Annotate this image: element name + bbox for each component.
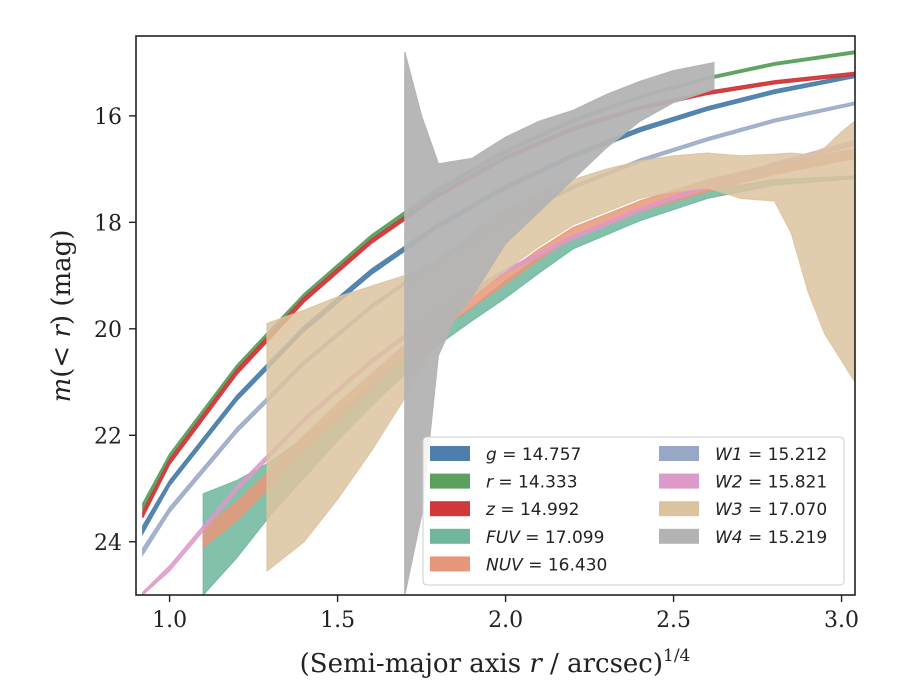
y-axis-ticks: 16 18 20 22 24: [94, 105, 136, 556]
series-layer: [142, 50, 855, 595]
legend-band-name: FUV: [486, 528, 521, 548]
x-tick-label: 2.0: [488, 608, 523, 633]
legend-band-name: r: [486, 473, 494, 493]
legend-label: W1 = 15.212: [715, 445, 827, 465]
legend-frame: [422, 436, 845, 586]
y-axis-label-r: r: [47, 324, 77, 338]
legend-band-name: W2: [715, 473, 743, 493]
legend-label: W4 = 15.219: [715, 528, 827, 548]
y-axis-label: m(< r) (mag): [47, 230, 77, 403]
x-tick-label: 1.5: [320, 608, 355, 633]
legend-label: NUV = 16.430: [486, 555, 607, 575]
legend-item-g: g = 14.757: [430, 445, 581, 465]
legend-swatch: [430, 556, 470, 572]
y-axis-label-open: (: [47, 368, 77, 378]
plot-frame: [135, 35, 856, 596]
legend-band-value: = 16.430: [523, 555, 608, 575]
legend-item-r: r = 14.333: [430, 473, 578, 493]
x-axis-label-rest: / arcsec): [542, 649, 663, 679]
legend-label: W2 = 15.821: [715, 473, 827, 493]
y-axis-label-m: m: [47, 378, 77, 403]
x-axis-ticks: 1.0 1.5 2.0 2.5 3.0: [152, 595, 859, 633]
y-axis-label-lt: <: [47, 338, 77, 368]
legend-item-fuv: FUV = 17.099: [430, 528, 604, 548]
y-tick-label: 20: [94, 318, 122, 343]
x-tick-label: 1.0: [152, 608, 187, 633]
x-tick-label: 3.0: [824, 608, 859, 633]
legend-band-name: W1: [715, 445, 743, 465]
legend-band-name: NUV: [486, 555, 524, 575]
x-axis-label-exponent: 1/4: [663, 646, 690, 666]
legend-swatch: [430, 446, 470, 461]
legend-item-w3: W3 = 17.070: [659, 500, 827, 520]
legend-band-value: = 15.212: [743, 445, 828, 465]
legend-band-name: z: [485, 500, 496, 520]
x-tick-label: 2.5: [656, 608, 691, 633]
x-axis-label-main: (Semi-major axis: [300, 649, 530, 679]
legend-label: W3 = 17.070: [715, 500, 827, 520]
legend-label: g = 14.757: [486, 445, 581, 465]
legend-label: FUV = 17.099: [486, 528, 604, 548]
series-band-w4: [404, 51, 715, 595]
legend-band-value: = 17.099: [520, 528, 605, 548]
legend-band-value: = 17.070: [743, 500, 828, 520]
legend-item-nuv: NUV = 16.430: [430, 555, 607, 575]
legend-item-w2: W2 = 15.821: [659, 473, 827, 493]
legend-band-value: = 14.992: [495, 500, 580, 520]
legend-band-name: W3: [715, 500, 743, 520]
y-tick-label: 22: [94, 424, 122, 449]
legend-band-name: W4: [715, 528, 743, 548]
legend-swatch: [430, 528, 470, 544]
legend-item-z: z = 14.992: [430, 500, 579, 520]
legend-swatch: [430, 473, 470, 489]
y-axis-label-close: ) (mag): [47, 230, 77, 326]
legend-band-value: = 15.219: [743, 528, 828, 548]
legend-band-value: = 14.757: [497, 445, 582, 465]
y-tick-label: 24: [94, 531, 122, 556]
y-tick-label: 16: [94, 105, 122, 130]
legend-swatch: [659, 446, 699, 461]
legend-item-w4: W4 = 15.219: [659, 528, 827, 548]
legend-band-value: = 15.821: [743, 473, 828, 493]
legend-swatch: [659, 528, 699, 544]
legend-band-name: g: [486, 445, 497, 465]
legend-item-w1: W1 = 15.212: [659, 445, 827, 465]
y-tick-label: 18: [94, 211, 122, 236]
legend-band-value: = 14.333: [493, 473, 578, 493]
x-axis-label: (Semi-major axis r / arcsec)1/4: [300, 646, 691, 679]
legend-swatch: [430, 501, 470, 517]
legend-swatch: [659, 473, 699, 489]
legend-label: z = 14.992: [485, 500, 579, 520]
legend-swatch: [659, 501, 699, 517]
x-axis-label-var: r: [529, 649, 543, 679]
legend-label: r = 14.333: [486, 473, 578, 493]
